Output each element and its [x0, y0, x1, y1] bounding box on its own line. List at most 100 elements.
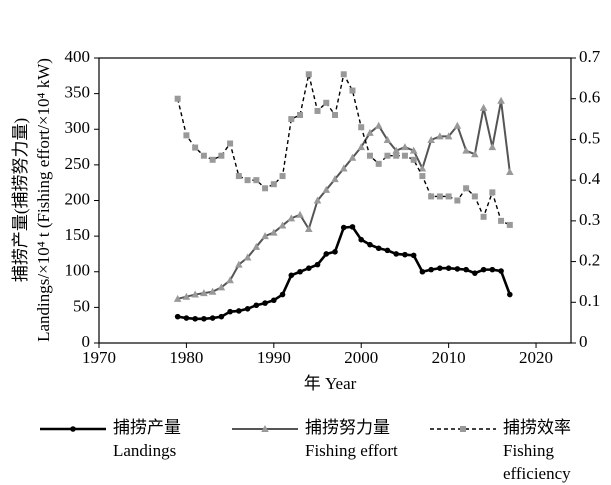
- point: [174, 95, 181, 102]
- point: [297, 268, 303, 275]
- x-axis-label: 年 Year: [304, 374, 357, 393]
- y-tick-label: 50: [73, 296, 90, 315]
- point: [270, 181, 277, 188]
- point: [445, 193, 452, 200]
- point: [471, 150, 479, 158]
- point: [383, 135, 392, 143]
- point: [393, 251, 399, 257]
- y-tick-label: 100: [65, 261, 91, 280]
- point: [393, 152, 400, 159]
- point: [297, 112, 304, 118]
- point: [209, 156, 216, 163]
- point: [444, 132, 453, 140]
- point: [262, 185, 269, 192]
- x-tick-label: 2020: [519, 348, 553, 367]
- y-tick-label: 400: [65, 47, 91, 66]
- point: [200, 289, 208, 297]
- point: [479, 103, 488, 111]
- point: [243, 253, 252, 261]
- point: [454, 197, 461, 204]
- point: [463, 185, 470, 192]
- point: [332, 249, 338, 255]
- point: [331, 175, 339, 183]
- point: [322, 185, 331, 193]
- point: [498, 217, 505, 224]
- point: [313, 196, 322, 204]
- point: [253, 302, 260, 309]
- point: [472, 270, 478, 276]
- point: [340, 224, 347, 231]
- point: [401, 143, 409, 151]
- point: [218, 313, 225, 320]
- point: [305, 265, 312, 271]
- point: [304, 225, 313, 232]
- point: [436, 193, 443, 200]
- point: [480, 266, 487, 273]
- point: [375, 160, 382, 167]
- point: [314, 261, 321, 268]
- point: [463, 266, 469, 273]
- point: [358, 124, 365, 131]
- point: [384, 247, 391, 254]
- point: [489, 266, 496, 273]
- point: [270, 228, 278, 236]
- x-tick-label: 1970: [82, 348, 116, 367]
- legend-label: Fishing effort: [305, 441, 398, 460]
- point: [366, 152, 373, 159]
- point: [323, 99, 330, 106]
- point: [419, 173, 426, 180]
- y-tick-label: 300: [65, 118, 91, 137]
- point: [191, 290, 199, 298]
- point: [217, 283, 226, 291]
- point: [445, 265, 452, 271]
- point: [192, 144, 199, 151]
- point: [454, 266, 461, 272]
- y-tick-label: 150: [65, 225, 91, 244]
- point: [402, 251, 408, 258]
- point: [471, 193, 478, 200]
- point: [506, 168, 514, 175]
- x-tick-label: 2000: [344, 348, 378, 367]
- legend-label: 捕捞努力量: [305, 418, 390, 437]
- point: [183, 315, 190, 321]
- point: [271, 297, 277, 304]
- point: [348, 153, 357, 161]
- point: [209, 315, 216, 321]
- point: [497, 96, 505, 104]
- point: [279, 291, 286, 298]
- legend-marker: [70, 426, 76, 432]
- point: [507, 291, 513, 298]
- point: [488, 143, 497, 151]
- point: [409, 146, 418, 154]
- point: [410, 252, 417, 259]
- point: [208, 287, 217, 295]
- point: [401, 152, 408, 159]
- legend-label: Landings: [113, 441, 176, 460]
- point: [226, 276, 234, 284]
- legend-marker: [261, 425, 269, 432]
- point: [253, 177, 260, 184]
- point: [323, 251, 330, 257]
- point: [428, 193, 435, 200]
- point: [201, 315, 207, 322]
- point: [236, 308, 242, 314]
- point: [235, 260, 243, 268]
- point: [437, 265, 443, 271]
- point: [427, 135, 435, 143]
- point: [244, 306, 251, 312]
- point: [428, 266, 434, 273]
- point: [384, 152, 391, 159]
- y2-tick-label: 0.1: [579, 291, 600, 310]
- y2-tick-label: 0.5: [579, 128, 600, 147]
- point: [262, 300, 268, 306]
- point: [192, 315, 198, 322]
- point: [462, 146, 470, 154]
- point: [392, 146, 400, 154]
- point: [305, 71, 312, 78]
- y2-tick-label: 0.3: [579, 210, 600, 229]
- y2-tick-label: 0.4: [579, 169, 601, 188]
- point: [296, 210, 304, 218]
- point: [375, 245, 382, 252]
- y-tick-label: 200: [65, 189, 91, 208]
